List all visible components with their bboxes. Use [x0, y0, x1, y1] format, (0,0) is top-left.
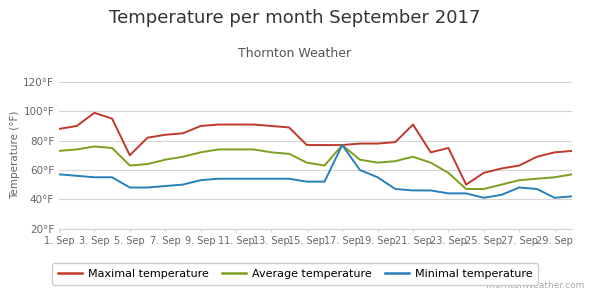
Minimal temperature	[321, 180, 328, 183]
Maximal temperature	[126, 154, 133, 157]
Minimal temperature	[533, 187, 540, 191]
Average temperature	[516, 178, 523, 182]
Maximal temperature	[197, 124, 204, 128]
Maximal temperature	[392, 140, 399, 144]
Average temperature	[303, 161, 310, 164]
Minimal temperature	[392, 187, 399, 191]
Minimal temperature	[232, 177, 240, 180]
Minimal temperature	[303, 180, 310, 183]
Average temperature	[392, 159, 399, 163]
Average temperature	[409, 155, 417, 159]
Maximal temperature	[162, 133, 169, 137]
Minimal temperature	[162, 184, 169, 188]
Average temperature	[427, 161, 434, 164]
Average temperature	[533, 177, 540, 180]
Average temperature	[126, 164, 133, 167]
Maximal temperature	[463, 183, 470, 186]
Minimal temperature	[91, 176, 98, 179]
Average temperature	[179, 155, 186, 159]
Minimal temperature	[197, 178, 204, 182]
Average temperature	[144, 162, 151, 166]
Minimal temperature	[126, 186, 133, 189]
Average temperature	[463, 187, 470, 191]
Maximal temperature	[286, 126, 293, 129]
Average temperature	[91, 145, 98, 148]
Average temperature	[445, 171, 452, 175]
Average temperature	[268, 151, 275, 154]
Line: Average temperature: Average temperature	[59, 145, 572, 189]
Average temperature	[321, 164, 328, 167]
Maximal temperature	[303, 143, 310, 147]
Minimal temperature	[109, 176, 116, 179]
Maximal temperature	[409, 123, 417, 126]
Text: ThorntonWeather.com: ThorntonWeather.com	[484, 281, 584, 290]
Legend: Maximal temperature, Average temperature, Minimal temperature: Maximal temperature, Average temperature…	[52, 263, 538, 285]
Minimal temperature	[516, 186, 523, 189]
Average temperature	[286, 152, 293, 156]
Minimal temperature	[215, 177, 222, 180]
Maximal temperature	[374, 142, 381, 145]
Text: Temperature per month September 2017: Temperature per month September 2017	[109, 9, 481, 27]
Average temperature	[250, 148, 257, 151]
Average temperature	[339, 143, 346, 147]
Average temperature	[498, 183, 505, 186]
Maximal temperature	[498, 167, 505, 170]
Average temperature	[55, 149, 63, 153]
Maximal temperature	[339, 143, 346, 147]
Minimal temperature	[551, 196, 558, 200]
Average temperature	[109, 146, 116, 150]
Average temperature	[356, 158, 363, 161]
Minimal temperature	[250, 177, 257, 180]
Maximal temperature	[533, 155, 540, 159]
Minimal temperature	[427, 189, 434, 192]
Maximal temperature	[73, 124, 80, 128]
Minimal temperature	[286, 177, 293, 180]
Maximal temperature	[109, 117, 116, 120]
Minimal temperature	[463, 192, 470, 195]
Average temperature	[215, 148, 222, 151]
Average temperature	[232, 148, 240, 151]
Minimal temperature	[480, 196, 487, 200]
Minimal temperature	[374, 176, 381, 179]
Maximal temperature	[250, 123, 257, 126]
Maximal temperature	[445, 146, 452, 150]
Maximal temperature	[91, 111, 98, 115]
Maximal temperature	[232, 123, 240, 126]
Average temperature	[551, 176, 558, 179]
Minimal temperature	[339, 143, 346, 147]
Maximal temperature	[516, 164, 523, 167]
Average temperature	[374, 161, 381, 164]
Minimal temperature	[55, 173, 63, 176]
Maximal temperature	[551, 151, 558, 154]
Maximal temperature	[144, 136, 151, 139]
Minimal temperature	[409, 189, 417, 192]
Minimal temperature	[356, 168, 363, 172]
Average temperature	[162, 158, 169, 161]
Average temperature	[73, 148, 80, 151]
Maximal temperature	[321, 143, 328, 147]
Maximal temperature	[569, 149, 576, 153]
Maximal temperature	[268, 124, 275, 128]
Minimal temperature	[144, 186, 151, 189]
Maximal temperature	[480, 171, 487, 175]
Text: Thornton Weather: Thornton Weather	[238, 47, 352, 60]
Average temperature	[197, 151, 204, 154]
Maximal temperature	[215, 123, 222, 126]
Minimal temperature	[569, 195, 576, 198]
Maximal temperature	[55, 127, 63, 131]
Line: Maximal temperature: Maximal temperature	[59, 113, 572, 185]
Minimal temperature	[445, 192, 452, 195]
Maximal temperature	[427, 151, 434, 154]
Maximal temperature	[179, 132, 186, 135]
Minimal temperature	[268, 177, 275, 180]
Average temperature	[480, 187, 487, 191]
Minimal temperature	[498, 193, 505, 197]
Line: Minimal temperature: Minimal temperature	[59, 145, 572, 198]
Y-axis label: Temperature (°F): Temperature (°F)	[11, 111, 21, 200]
Minimal temperature	[179, 183, 186, 186]
Average temperature	[569, 173, 576, 176]
Minimal temperature	[73, 174, 80, 178]
Maximal temperature	[356, 142, 363, 145]
